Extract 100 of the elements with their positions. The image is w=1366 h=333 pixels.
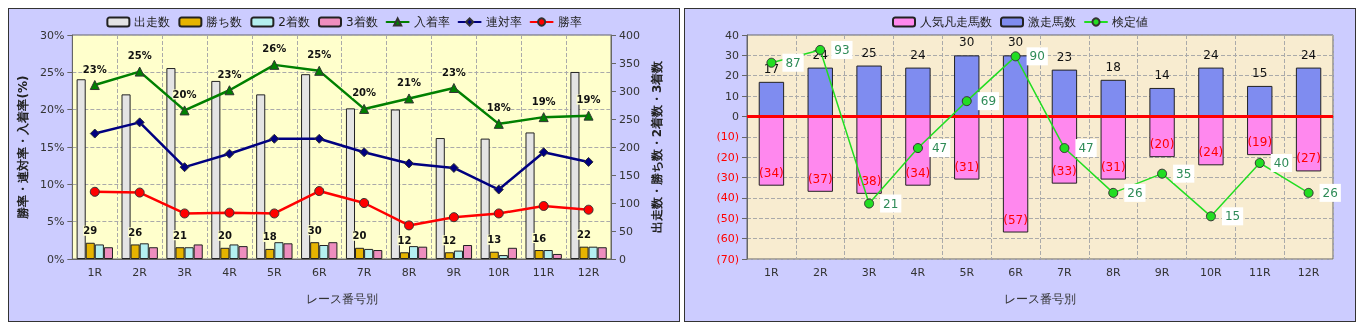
data-label: 21% [397,76,421,88]
point [493,208,504,219]
point [134,66,145,77]
bar [905,67,931,117]
bar [1295,67,1322,117]
legend-label: 勝率 [557,15,582,29]
y2-tick-label: 50 [619,224,633,238]
bar [807,67,833,117]
point [359,103,370,114]
legend-label: 3着数 [346,15,378,29]
data-label: 19% [576,94,601,106]
point [1303,187,1314,198]
point [224,207,235,218]
y-tick-label: (50) [716,211,739,225]
point [1205,211,1216,222]
x-tick-label: 8R [1105,266,1121,279]
point [224,85,235,96]
x-tick-label: 10R [1200,266,1223,279]
x-tick-label: 1R [87,266,103,279]
data-label: 26 [1322,185,1338,200]
data-label: 24 [1300,47,1317,62]
point [583,156,594,167]
data-label: 23% [217,68,242,80]
data-label: 40 [1273,156,1290,170]
point [1157,168,1168,179]
x-tick-label: 3R [861,266,877,279]
data-label: (27) [1296,151,1321,166]
bar [1100,116,1126,180]
legend-label: 入着率 [413,15,450,29]
bar [807,116,833,192]
point [448,212,459,223]
y-tick-label: (40) [716,191,739,205]
data-label: 24 [910,47,926,62]
y-tick-label: (20) [716,150,739,164]
data-label: 13 [487,234,502,246]
x-tick-label: 1R [764,266,780,279]
data-label: 25% [127,50,152,62]
data-label: 19% [531,95,556,107]
y2-tick-label: 400 [619,28,640,42]
point [912,143,923,154]
y2-tick-label: 200 [619,140,640,154]
y2-tick-label: 250 [619,112,640,126]
y2-axis-title: 出走数・勝ち数・2着数・3着数 [649,59,664,234]
x-tick-label: 9R [1154,266,1170,279]
point [269,59,280,70]
point [538,112,549,123]
point [89,128,100,139]
data-label: 87 [785,55,801,70]
point [89,80,100,91]
point [359,147,370,158]
y-tick-label: 40 [725,28,739,42]
y-tick-label: 5% [46,215,65,229]
y-tick-label: 30% [39,28,65,42]
data-label: 12 [397,234,412,246]
data-label: (33) [1052,163,1077,178]
y-tick-label: 15% [39,140,65,154]
data-label: 29 [83,225,98,237]
data-label: 20 [217,230,232,242]
point [179,208,190,219]
x-tick-label: 6R [1008,266,1024,279]
bar [1149,87,1175,117]
bar [1002,116,1029,233]
y-tick-label: 20 [725,69,739,83]
y2-tick-label: 0 [619,252,626,266]
bar [1051,69,1078,117]
y2-tick-label: 150 [619,168,640,182]
data-label: 24 [1203,47,1219,62]
data-label: 18 [262,231,277,243]
point [864,198,875,209]
x-tick-label: 12R [1297,266,1320,279]
data-label: 15 [1224,209,1241,224]
point [538,147,549,158]
data-label: 26% [262,43,287,55]
data-label: 47 [931,141,948,156]
legend-label: 出走数 [134,15,171,29]
point [134,117,145,128]
data-label: 21 [883,196,899,211]
data-label: 14 [1154,67,1170,82]
point [538,200,549,211]
y-tick-label: (30) [716,171,739,185]
data-label: (24) [1198,145,1224,160]
data-label: 25% [307,49,332,61]
bar [954,116,980,180]
legend-label: 勝ち数 [206,15,243,29]
x-tick-label: 9R [446,266,462,279]
data-label: 23 [1056,49,1073,64]
x-tick-label: 2R [812,266,828,279]
y-tick-label: (10) [716,130,739,144]
legend-label: 激走馬数 [1028,15,1076,29]
point [1059,143,1070,154]
data-label: 30 [959,35,975,50]
data-label: (19) [1247,135,1273,150]
point [493,184,504,195]
point [448,83,459,94]
data-label: 16 [532,232,547,244]
point [404,158,415,169]
x-tick-label: 12R [577,266,600,279]
y-tick-label: (60) [716,232,739,246]
bar [856,116,882,194]
bar [1247,85,1273,117]
